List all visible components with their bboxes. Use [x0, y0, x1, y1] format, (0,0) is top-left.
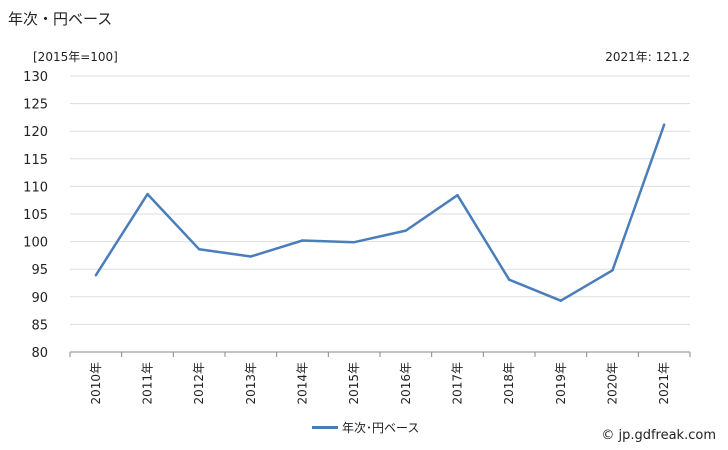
x-tick-label: 2016年 [399, 362, 413, 405]
y-tick-label: 85 [31, 318, 48, 333]
x-tick-label: 2010年 [89, 362, 103, 405]
data-point [456, 194, 459, 197]
data-point [352, 240, 356, 244]
x-tick-label: 2018年 [502, 362, 516, 405]
y-tick-label: 95 [31, 263, 48, 278]
source-credit: © jp.gdfreak.com [601, 428, 716, 443]
data-point [662, 123, 666, 126]
legend-swatch [312, 426, 338, 429]
x-tick-label: 2017年 [451, 362, 465, 405]
y-tick-label: 100 [23, 236, 48, 251]
y-tick-label: 110 [23, 180, 48, 195]
y-tick-label: 105 [23, 208, 48, 223]
y-tick-label: 130 [23, 70, 48, 85]
data-point [507, 278, 511, 281]
unit-label: [2015年=100] [33, 50, 118, 64]
x-axis-ticks: 2010年 2011年 2012年 2013年 2014年 2015年 2016年 2017年… [69, 352, 691, 405]
y-tick-label: 125 [23, 98, 48, 113]
x-tick-label: 2014年 [296, 362, 310, 405]
latest-value-label: 2021年: 121.2 [605, 50, 690, 64]
x-tick-label: 2012年 [192, 362, 206, 405]
x-tick-label: 2021年 [657, 362, 671, 405]
x-tick-label: 2011年 [141, 362, 155, 405]
y-tick-label: 80 [31, 346, 48, 361]
series-layer [94, 123, 666, 302]
data-point [301, 239, 304, 242]
data-point [559, 299, 563, 302]
x-tick-label: 2020年 [606, 362, 620, 405]
x-tick-label: 2015年 [347, 362, 361, 405]
grid-lines [70, 75, 690, 353]
data-point [94, 274, 98, 277]
data-point [146, 192, 149, 196]
x-tick-label: 2013年 [244, 362, 258, 405]
data-point [404, 229, 408, 232]
data-point [197, 248, 201, 251]
data-point [611, 269, 614, 272]
y-tick-label: 90 [31, 291, 48, 306]
chart-title: 年次・円ベース [8, 10, 113, 28]
series-line [94, 124, 666, 302]
x-tick-label: 2019年 [554, 362, 568, 405]
y-tick-label: 120 [23, 125, 48, 140]
legend: 年次･円ベース [312, 419, 419, 436]
y-tick-label: 115 [23, 153, 48, 168]
data-point [249, 255, 253, 258]
legend-label: 年次･円ベース [342, 421, 420, 435]
y-axis-ticks: 80 85 90 95 100 105 110 115 120 125 130 [23, 70, 48, 361]
